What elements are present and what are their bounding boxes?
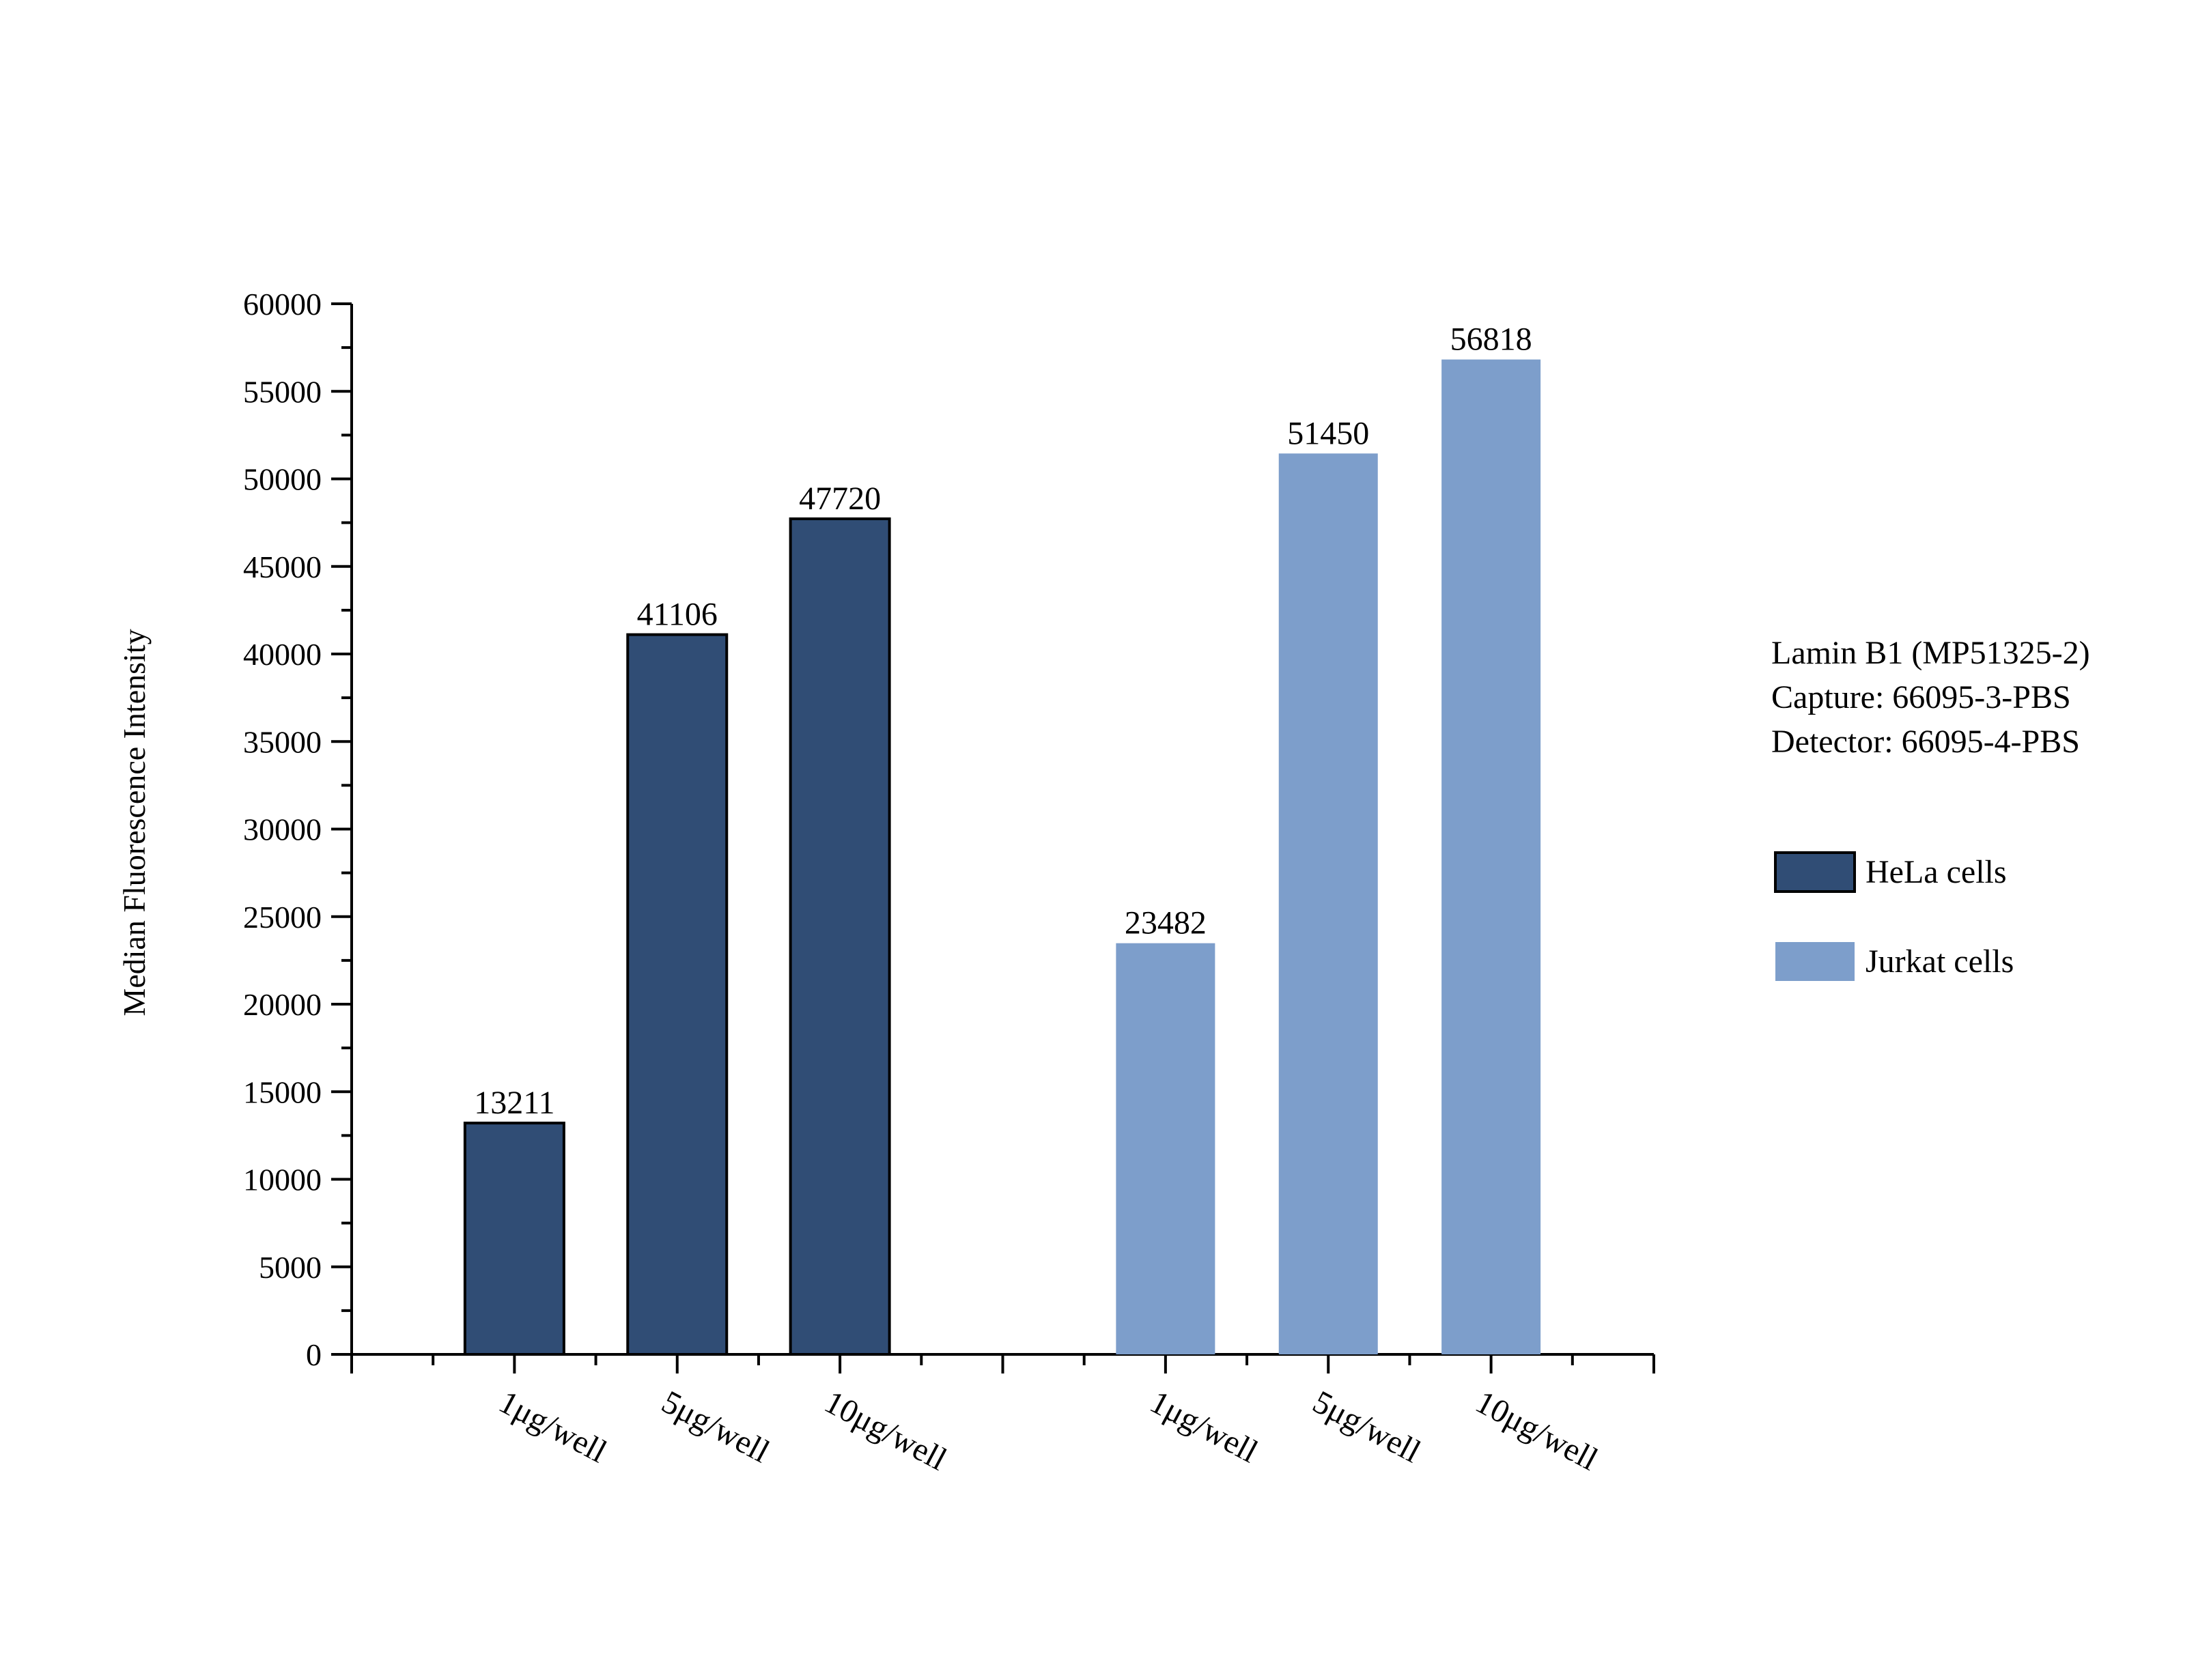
x-category-label: 10μg/well <box>1469 1384 1603 1478</box>
data-label: 23482 <box>1125 905 1207 941</box>
legend-label-jurkat: Jurkat cells <box>1866 943 2014 980</box>
legend: HeLa cells Jurkat cells <box>1774 851 2014 981</box>
y-tick-label: 45000 <box>243 550 322 584</box>
bar-jurkat-3 <box>1441 359 1541 1354</box>
y-tick-label: 50000 <box>243 462 322 497</box>
y-tick-label: 30000 <box>243 812 322 847</box>
data-label: 47720 <box>799 481 881 517</box>
y-tick-label: 15000 <box>243 1074 322 1109</box>
bar-hela-3 <box>789 517 891 1356</box>
y-tick-label: 5000 <box>259 1250 322 1285</box>
y-axis-title: Median Fluorescence Intensity <box>117 629 152 1016</box>
y-tick-label: 0 <box>306 1337 322 1372</box>
x-category-label: 1μg/well <box>1144 1384 1264 1470</box>
legend-label-hela: HeLa cells <box>1866 854 2007 890</box>
y-tick-label: 20000 <box>243 987 322 1022</box>
info-line-2: Capture: 66095-3-PBS <box>1771 679 2071 715</box>
bars <box>463 359 1541 1356</box>
x-axis <box>350 1353 1655 1373</box>
data-labels: 13211 41106 47720 23482 51450 56818 <box>474 322 1532 1122</box>
bar-jurkat-1 <box>1116 943 1215 1354</box>
y-tick-label: 25000 <box>243 900 322 935</box>
y-tick-label: 35000 <box>243 724 322 759</box>
y-tick-label: 40000 <box>243 637 322 672</box>
x-category-label: 1μg/well <box>493 1384 613 1470</box>
x-category-label: 5μg/well <box>656 1384 776 1470</box>
x-category-label: 5μg/well <box>1307 1384 1426 1470</box>
data-label: 41106 <box>637 597 718 633</box>
chart-info-text: Lamin B1 (MP51325-2) Capture: 66095-3-PB… <box>1771 635 2090 760</box>
legend-swatch-jurkat <box>1775 942 1855 981</box>
bar-jurkat-2 <box>1278 453 1378 1354</box>
data-label: 56818 <box>1450 322 1532 358</box>
y-tick-label: 60000 <box>243 287 322 322</box>
info-line-1: Lamin B1 (MP51325-2) <box>1771 635 2090 671</box>
bar-hela-2 <box>626 633 729 1356</box>
x-category-label: 10μg/well <box>819 1384 953 1478</box>
data-label: 13211 <box>474 1085 554 1121</box>
y-tick-label: 10000 <box>243 1163 322 1197</box>
legend-swatch-hela <box>1774 851 1856 893</box>
data-label: 51450 <box>1287 415 1369 451</box>
bar-hela-1 <box>463 1122 565 1356</box>
y-tick-label: 55000 <box>243 374 322 409</box>
y-axis: 0 5000 10000 15000 20000 25000 30000 35000 40000… <box>243 287 353 1373</box>
info-line-3: Detector: 66095-4-PBS <box>1771 724 2080 760</box>
category-labels: 1μg/well 5μg/well 10μg/well 1μg/well 5μg/wel… <box>493 1384 1603 1478</box>
